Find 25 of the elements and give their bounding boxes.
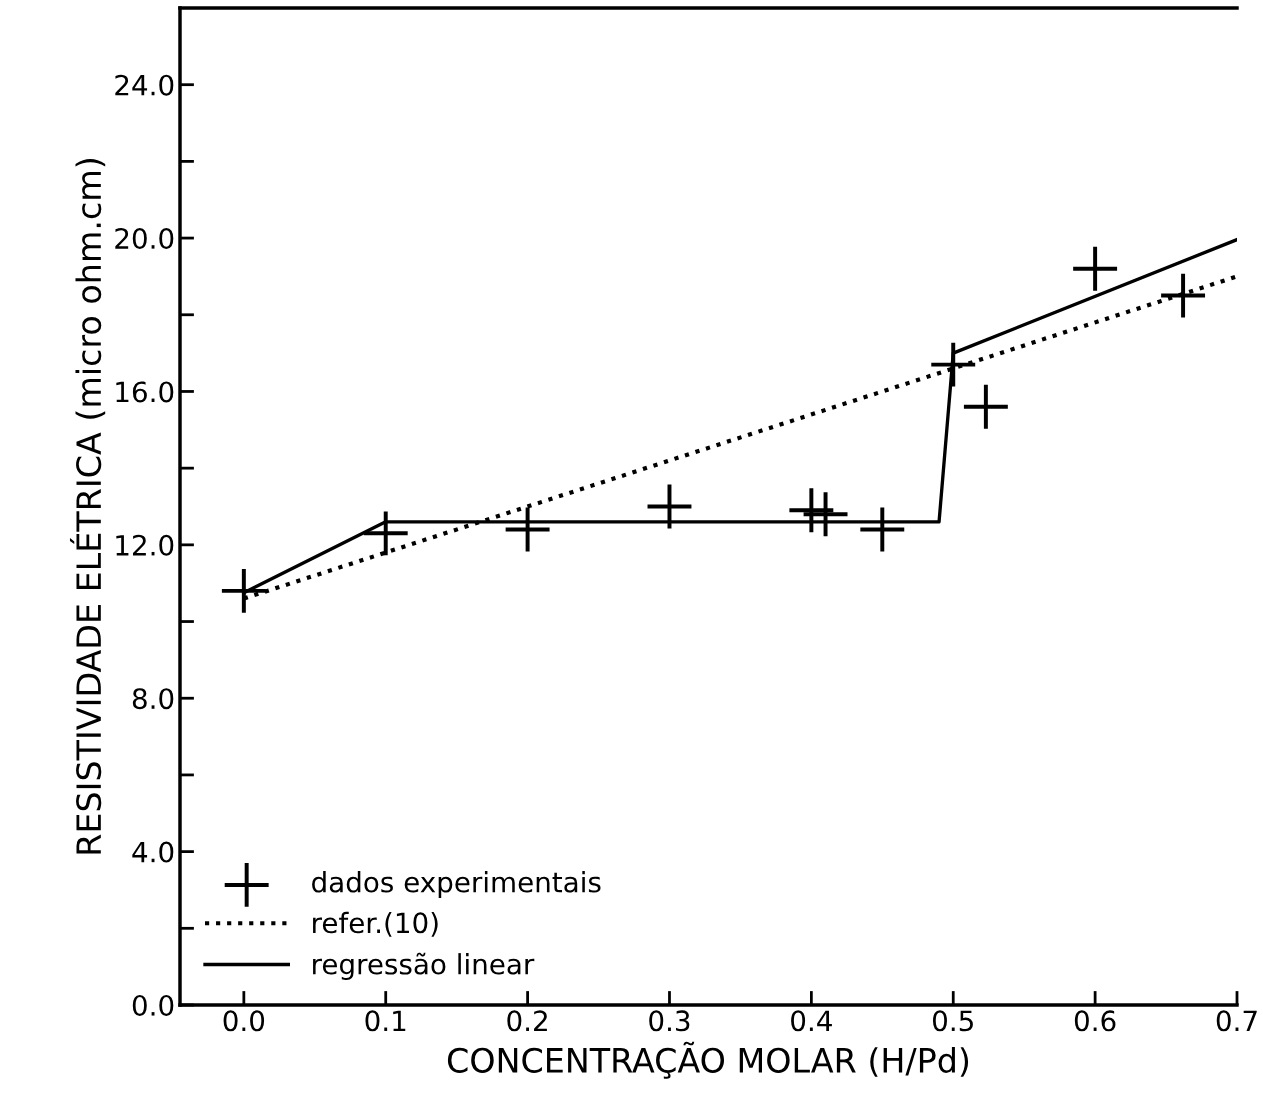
- point: [803, 492, 848, 537]
- point: [363, 511, 408, 556]
- legend-label: refer.(10): [313, 911, 438, 937]
- legend-label: dados experimentais: [312, 871, 601, 898]
- y-tick-label: 24.0: [115, 74, 174, 96]
- y-tick-label: 20.0: [115, 228, 174, 250]
- x-tick-label: 0.1: [365, 1010, 406, 1032]
- x-tick-label: 0.5: [932, 1010, 973, 1032]
- y-axis-title: RESISTIVIDADE ELÉTRICA (micro ohm.cm): [69, 159, 106, 854]
- x-tick-label: 0.3: [649, 1010, 690, 1032]
- legend-label: regressão linear: [313, 952, 535, 980]
- point: [1073, 246, 1118, 291]
- y-tick-label: 0.0: [132, 994, 174, 1016]
- y-tick-label: 12.0: [116, 534, 174, 556]
- x-tick-label: 0.6: [1074, 1010, 1116, 1032]
- x-tick-label: 0.0: [223, 1010, 265, 1032]
- x-tick-label: 0.2: [507, 1010, 547, 1032]
- x-tick-label: 0.4: [791, 1010, 832, 1032]
- x-axis-title: CONCENTRAÇÃO MOLAR (H/Pd): [447, 1041, 969, 1079]
- y-tick-label: 16.0: [116, 381, 174, 403]
- point: [963, 384, 1008, 429]
- y-tick-label: 8.0: [132, 688, 174, 710]
- point: [1161, 273, 1206, 318]
- y-tick-label: 4.0: [132, 841, 174, 863]
- x-tick-label: 0.7: [1216, 1010, 1257, 1032]
